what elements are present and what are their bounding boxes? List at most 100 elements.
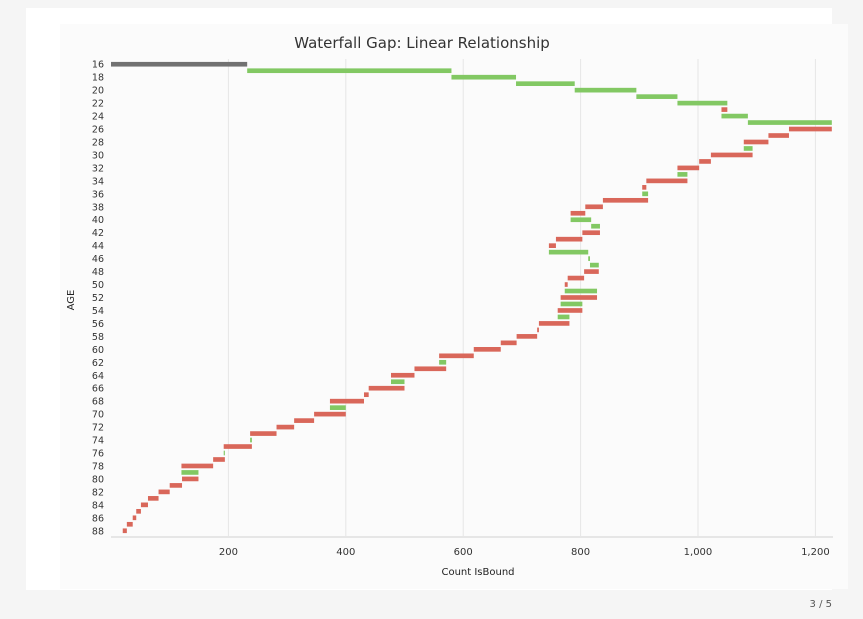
x-tick-label: 800 — [571, 547, 590, 558]
y-tick-label: 26 — [92, 125, 104, 136]
bar-increase-age-74 — [250, 437, 252, 443]
bar-decrease-age-72 — [276, 424, 295, 430]
bar-increase-age-46 — [588, 256, 590, 261]
bar-decrease-age-75 — [223, 444, 252, 449]
y-tick-label: 58 — [92, 332, 104, 343]
bar-decrease-age-30 — [710, 152, 753, 158]
y-tick-label: 62 — [92, 358, 104, 369]
bar-decrease-age-56 — [538, 321, 570, 326]
y-tick-label: 34 — [92, 176, 104, 187]
y-tick-label: 52 — [92, 293, 104, 304]
y-tick-label: 16 — [92, 60, 104, 71]
x-axis-title: Count IsBound — [441, 567, 514, 578]
waterfall-chart: Waterfall Gap: Linear Relationship 200 40… — [66, 34, 833, 578]
y-tick-label: 28 — [92, 137, 104, 148]
bar-decrease-age-34 — [646, 178, 688, 184]
y-tick-label: 66 — [92, 384, 104, 395]
slide-card: Waterfall Gap: Linear Relationship 200 40… — [26, 8, 848, 590]
y-tick-label: 60 — [92, 345, 104, 356]
bar-decrease-age-66 — [368, 385, 405, 391]
bar-decrease-age-78 — [181, 463, 214, 469]
y-tick-label: 84 — [92, 500, 104, 511]
bar-decrease-age-63 — [414, 366, 447, 372]
bar-decrease-age-27 — [768, 133, 789, 138]
bar-decrease-age-37 — [602, 197, 649, 203]
y-tick-label: 38 — [92, 202, 104, 213]
y-tick-label: 56 — [92, 319, 104, 330]
bar-increase-age-20 — [574, 87, 637, 93]
bar-decrease-age-49 — [567, 275, 585, 281]
bar-decrease-age-83 — [147, 496, 159, 501]
bar-decrease-age-35 — [642, 185, 647, 190]
bar-increase-age-40 — [570, 217, 592, 223]
bar-decrease-age-57 — [537, 327, 539, 333]
bar-decrease-age-42 — [582, 230, 600, 236]
bar-increase-age-62 — [439, 359, 447, 365]
y-tick-label: 74 — [92, 436, 104, 447]
bar-decrease-age-67 — [363, 392, 369, 398]
bar-decrease-age-64 — [390, 372, 415, 378]
x-tick-label: 1,000 — [684, 547, 713, 558]
y-tick-label: 50 — [92, 280, 104, 291]
y-tick-label: 36 — [92, 189, 104, 200]
y-tick-label: 46 — [92, 254, 104, 265]
y-tick-label: 22 — [92, 99, 104, 110]
y-tick-label: 40 — [92, 215, 104, 226]
bar-increase-age-19 — [516, 81, 575, 87]
bar-decrease-age-52 — [560, 295, 598, 300]
bar-decrease-age-31 — [699, 159, 711, 164]
bar-decrease-age-54 — [557, 308, 583, 313]
y-tick-label: 68 — [92, 397, 104, 408]
bar-decrease-age-68 — [329, 398, 364, 404]
bar-decrease-age-60 — [473, 347, 501, 352]
x-axis: 200 400 600 800 1,000 1,200 — [111, 536, 833, 558]
bar-decrease-age-43 — [555, 236, 583, 242]
y-tick-label: 54 — [92, 306, 104, 317]
y-tick-label: 44 — [92, 241, 104, 252]
chart-panel: Waterfall Gap: Linear Relationship 200 40… — [60, 24, 848, 589]
bar-increase-age-33 — [677, 172, 688, 177]
bar-decrease-age-70 — [314, 411, 346, 417]
bar-decrease-age-28 — [743, 139, 769, 145]
y-tick-label: 72 — [92, 423, 104, 434]
bar-decrease-age-59 — [500, 340, 517, 346]
bar-increase-age-65 — [390, 379, 405, 385]
y-tick-label: 82 — [92, 487, 104, 498]
bar-decrease-age-86 — [132, 515, 137, 521]
bar-increase-age-51 — [564, 288, 598, 294]
x-tick-label: 400 — [336, 547, 355, 558]
bar-decrease-age-23 — [721, 107, 728, 112]
bar-decrease-age-81 — [169, 483, 183, 488]
bar-decrease-age-58 — [516, 334, 538, 339]
bar-increase-age-21 — [636, 94, 678, 99]
bar-increase-age-22 — [677, 100, 728, 106]
y-tick-label: 32 — [92, 163, 104, 174]
bar-increase-age-76 — [223, 450, 225, 456]
y-tick-label: 42 — [92, 228, 104, 239]
bar-increase-age-55 — [557, 314, 570, 320]
bar-increase-age-25 — [747, 120, 832, 125]
bar-increase-age-17 — [247, 68, 452, 74]
y-axis-title: AGE — [66, 290, 77, 311]
bar-increase-age-45 — [548, 249, 589, 255]
bar-decrease-age-87 — [126, 521, 133, 527]
bar-decrease-age-80 — [182, 476, 199, 482]
bar-increase-age-24 — [721, 113, 748, 119]
bar-series — [111, 61, 832, 534]
bar-decrease-age-48 — [584, 269, 599, 274]
bar-increase-age-79 — [181, 470, 199, 475]
bar-increase-age-18 — [451, 74, 517, 80]
y-tick-label: 80 — [92, 474, 104, 485]
bar-increase-age-41 — [591, 223, 600, 229]
bar-decrease-age-50 — [564, 282, 568, 287]
y-tick-label: 18 — [92, 73, 104, 84]
bar-increase-age-69 — [329, 405, 346, 410]
bar-decrease-age-73 — [250, 431, 277, 436]
y-tick-label: 24 — [92, 112, 104, 123]
bar-decrease-age-26 — [788, 126, 832, 132]
x-tick-label: 200 — [219, 547, 238, 558]
y-tick-label: 86 — [92, 513, 104, 524]
bar-increase-age-47 — [589, 262, 599, 268]
grid-lines — [227, 59, 816, 536]
y-tick-label: 48 — [92, 267, 104, 278]
